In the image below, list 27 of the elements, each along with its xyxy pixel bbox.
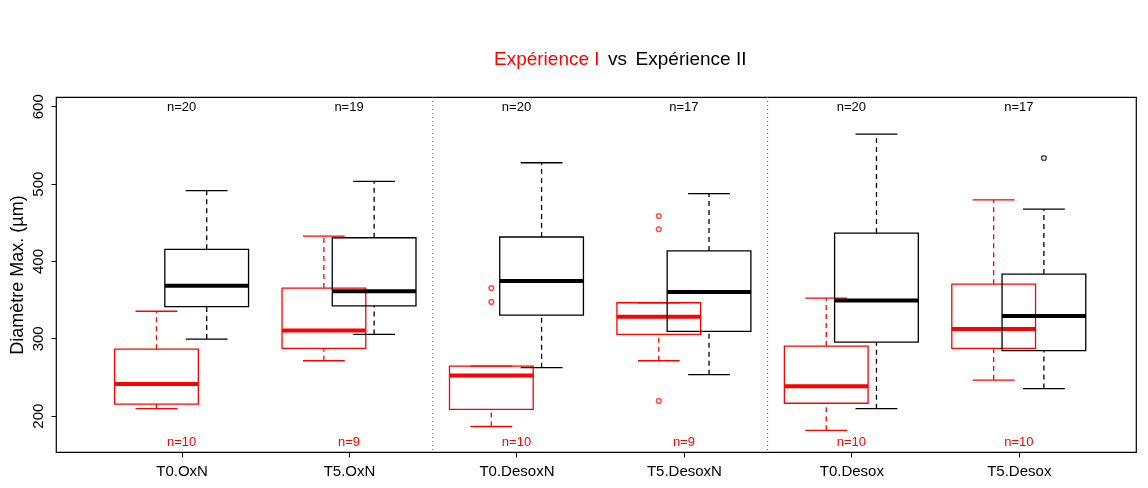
text: n=10: [836, 434, 866, 449]
text: n=20: [166, 99, 197, 114]
text: n=19: [334, 99, 364, 114]
y-tick-label: 500: [28, 171, 46, 197]
x-tick-label: T0.OxN: [156, 461, 208, 479]
chart-title: vs: [608, 48, 628, 69]
text: n=20: [501, 99, 532, 114]
x-tick-label: T5.Desox: [987, 461, 1052, 479]
text: Expérience I: [493, 48, 600, 69]
x-tick-label: T5.OxN: [323, 461, 376, 479]
text: n=9: [337, 434, 361, 449]
y-tick-label: 400: [28, 248, 46, 274]
y-tick-label: 300: [28, 326, 46, 352]
x-tick-label: T5.DesoxN: [646, 461, 722, 479]
text: n=9: [672, 434, 695, 449]
x-tick-label: T0.DesoxN: [479, 461, 555, 479]
text: n=20: [836, 99, 866, 114]
text: n=10: [166, 434, 197, 449]
text: Expérience II: [635, 48, 747, 69]
x-tick-label: T0.Desox: [819, 461, 885, 479]
y-tick-label: 200: [28, 403, 46, 429]
text: n=17: [1004, 99, 1034, 114]
y-tick-label: 600: [28, 94, 46, 120]
text: n=10: [1004, 434, 1034, 449]
text: n=10: [501, 434, 532, 449]
text: n=17: [669, 99, 699, 114]
y-axis-title: Diamètre Max. (µm): [6, 195, 27, 355]
